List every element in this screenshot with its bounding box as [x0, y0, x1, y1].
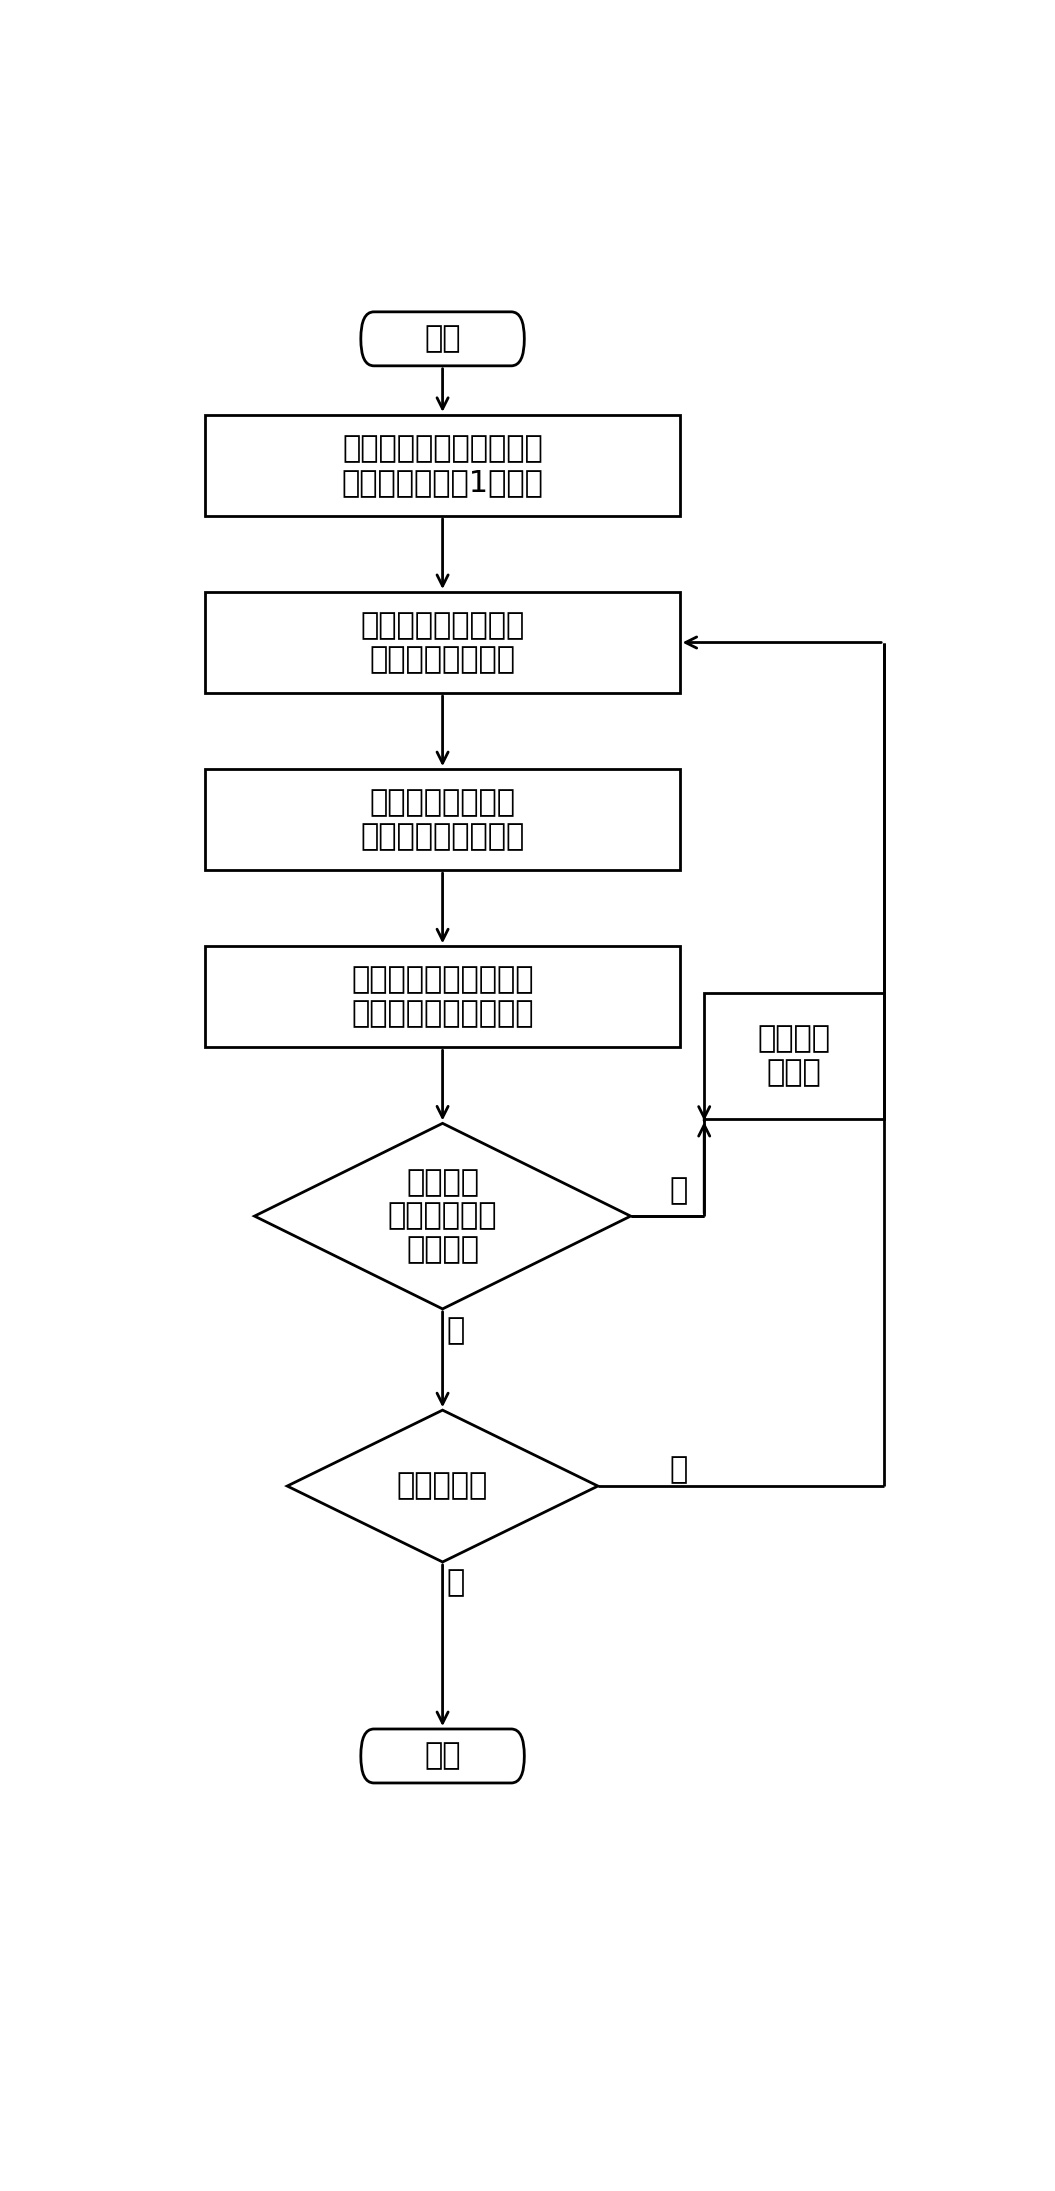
FancyBboxPatch shape	[361, 1729, 524, 1783]
Polygon shape	[287, 1411, 598, 1562]
Text: 基于三棱柱空间网格
堆芯中子输运计算: 基于三棱柱空间网格 堆芯中子输运计算	[361, 611, 524, 675]
Text: 开始下一
燃耗步: 开始下一 燃耗步	[757, 1025, 830, 1087]
Text: 开始: 开始	[424, 324, 461, 353]
Text: 是: 是	[446, 1317, 465, 1345]
Text: 将循环长度划分为若干个
燃耗步，开始第1燃耗步: 将循环长度划分为若干个 燃耗步，开始第1燃耗步	[342, 434, 543, 497]
Text: 是否循环末: 是否循环末	[397, 1472, 488, 1501]
Text: 是: 是	[446, 1569, 465, 1597]
Bar	[206, 769, 679, 870]
Text: 否: 否	[670, 1455, 688, 1483]
Bar	[206, 592, 679, 692]
Text: 基于切比雪夫有理近似
进行各燃耗区燃耗计算: 基于切比雪夫有理近似 进行各燃耗区燃耗计算	[351, 966, 534, 1028]
Text: 计算堆芯各燃耗区
燃耗步平均燃耗矩阵: 计算堆芯各燃耗区 燃耗步平均燃耗矩阵	[361, 789, 524, 850]
FancyBboxPatch shape	[361, 311, 524, 366]
Bar	[206, 947, 679, 1047]
Text: 各燃耗区
核子密度向量
是否收敛: 各燃耗区 核子密度向量 是否收敛	[388, 1168, 497, 1264]
Bar	[206, 414, 679, 517]
Polygon shape	[254, 1124, 631, 1308]
Text: 结束: 结束	[424, 1742, 461, 1770]
Text: 否: 否	[670, 1177, 688, 1205]
Bar	[705, 993, 884, 1120]
